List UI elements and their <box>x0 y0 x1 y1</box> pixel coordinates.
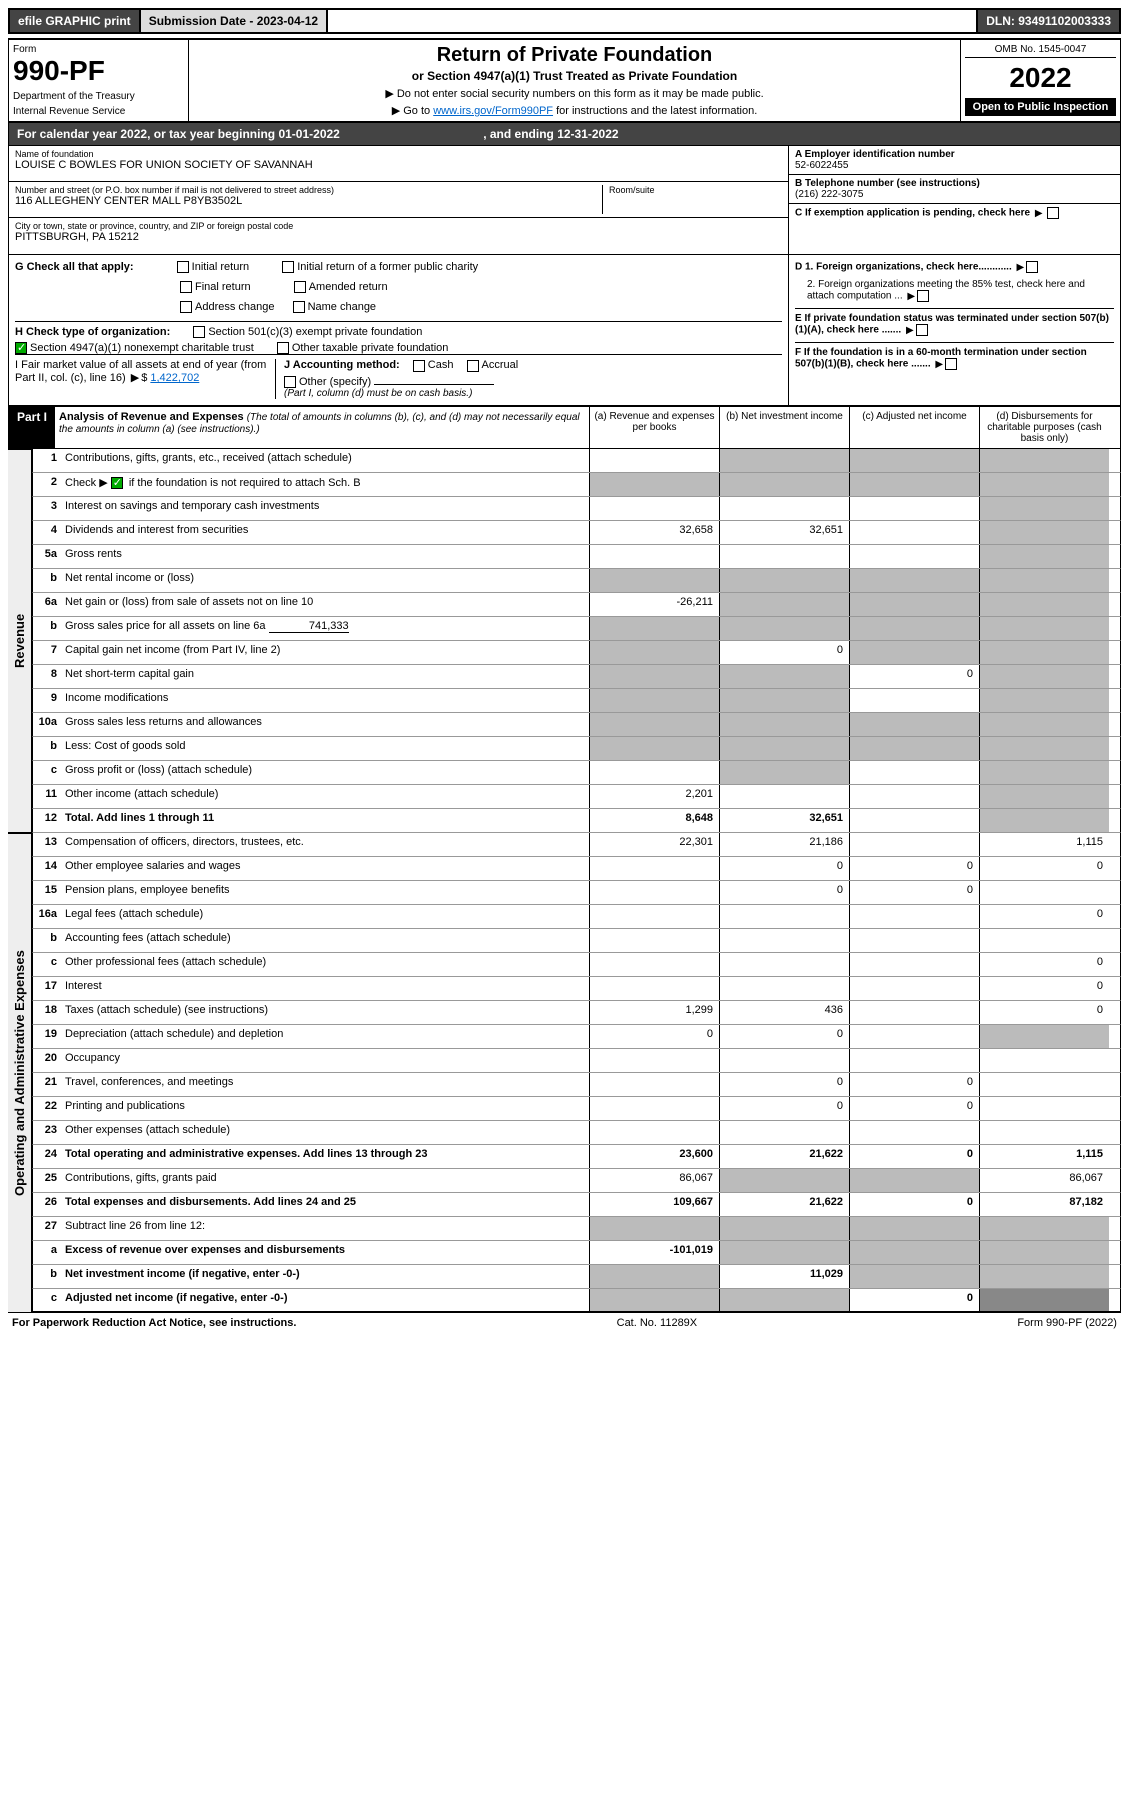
col-d-header: (d) Disbursements for charitable purpose… <box>979 407 1109 448</box>
amended-checkbox[interactable] <box>294 281 306 293</box>
efile-label: efile GRAPHIC print <box>10 10 141 32</box>
paperwork-notice: For Paperwork Reduction Act Notice, see … <box>12 1317 296 1329</box>
e-checkbox[interactable] <box>916 324 928 336</box>
checks-section: G Check all that apply: Initial return I… <box>8 255 1121 406</box>
revenue-side-label: Revenue <box>8 449 32 833</box>
j-accrual-checkbox[interactable] <box>467 360 479 372</box>
address-cell: Number and street (or P.O. box number if… <box>9 182 788 218</box>
d2-label: 2. Foreign organizations meeting the 85%… <box>807 279 1085 302</box>
d1-checkbox[interactable] <box>1026 261 1038 273</box>
form-label: Form <box>13 44 184 55</box>
form-title: Return of Private Foundation <box>193 44 956 67</box>
j-cash-checkbox[interactable] <box>413 360 425 372</box>
form-header: Form 990-PF Department of the Treasury I… <box>8 38 1121 122</box>
calendar-year-row: For calendar year 2022, or tax year begi… <box>8 122 1121 146</box>
irs-link[interactable]: www.irs.gov/Form990PF <box>433 105 553 117</box>
addr-change-checkbox[interactable] <box>180 301 192 313</box>
irs-label: Internal Revenue Service <box>13 106 184 117</box>
final-return-checkbox[interactable] <box>180 281 192 293</box>
dln: DLN: 93491102003333 <box>976 10 1119 32</box>
col-a-header: (a) Revenue and expenses per books <box>589 407 719 448</box>
info-grid: Name of foundation LOUISE C BOWLES FOR U… <box>8 146 1121 255</box>
g-label: G Check all that apply: <box>15 261 134 273</box>
j-other-checkbox[interactable] <box>284 376 296 388</box>
revenue-section: Revenue 1Contributions, gifts, grants, e… <box>8 449 1121 833</box>
d1-label: D 1. Foreign organizations, check here..… <box>795 262 1012 273</box>
foundation-name-cell: Name of foundation LOUISE C BOWLES FOR U… <box>9 146 788 182</box>
initial-former-checkbox[interactable] <box>282 261 294 273</box>
part1-header-row: Part I Analysis of Revenue and Expenses … <box>8 406 1121 449</box>
h-other-checkbox[interactable] <box>277 342 289 354</box>
ssn-note: ▶ Do not enter social security numbers o… <box>193 87 956 100</box>
dept-treasury: Department of the Treasury <box>13 91 184 102</box>
part1-title: Analysis of Revenue and Expenses <box>59 411 244 423</box>
cat-number: Cat. No. 11289X <box>617 1317 698 1329</box>
arrow-icon: ▶ <box>1035 208 1043 219</box>
h-4947-checkbox[interactable] <box>15 342 27 354</box>
form-ref: Form 990-PF (2022) <box>1017 1317 1117 1329</box>
name-change-checkbox[interactable] <box>293 301 305 313</box>
schb-checkbox[interactable] <box>111 477 123 489</box>
col-c-header: (c) Adjusted net income <box>849 407 979 448</box>
col-b-header: (b) Net investment income <box>719 407 849 448</box>
city-cell: City or town, state or province, country… <box>9 218 788 254</box>
h-501c3-checkbox[interactable] <box>193 326 205 338</box>
fmv-link[interactable]: 1,422,702 <box>150 372 199 384</box>
top-bar: efile GRAPHIC print Submission Date - 20… <box>8 8 1121 34</box>
j-label: J Accounting method: <box>284 359 400 371</box>
i-label: I Fair market value of all assets at end… <box>15 359 266 384</box>
c-exemption-cell: C If exemption application is pending, c… <box>789 204 1120 232</box>
initial-return-checkbox[interactable] <box>177 261 189 273</box>
submission-date: Submission Date - 2023-04-12 <box>141 10 328 32</box>
e-label: E If private foundation status was termi… <box>795 313 1109 336</box>
page-footer: For Paperwork Reduction Act Notice, see … <box>8 1317 1121 1329</box>
ein-cell: A Employer identification number 52-6022… <box>789 146 1120 175</box>
expenses-section: Operating and Administrative Expenses 13… <box>8 833 1121 1313</box>
f-checkbox[interactable] <box>945 358 957 370</box>
h-label: H Check type of organization: <box>15 326 170 338</box>
form-subtitle: or Section 4947(a)(1) Trust Treated as P… <box>193 69 956 83</box>
expenses-side-label: Operating and Administrative Expenses <box>8 833 32 1313</box>
goto-note: ▶ Go to www.irs.gov/Form990PF for instru… <box>193 104 956 117</box>
c-checkbox[interactable] <box>1047 207 1059 219</box>
omb-number: OMB No. 1545-0047 <box>965 44 1116 58</box>
tax-year: 2022 <box>965 62 1116 94</box>
part1-label: Part I <box>9 407 55 448</box>
phone-cell: B Telephone number (see instructions) (2… <box>789 175 1120 204</box>
d2-checkbox[interactable] <box>917 290 929 302</box>
inspection-label: Open to Public Inspection <box>965 98 1116 116</box>
form-number: 990-PF <box>13 55 184 87</box>
